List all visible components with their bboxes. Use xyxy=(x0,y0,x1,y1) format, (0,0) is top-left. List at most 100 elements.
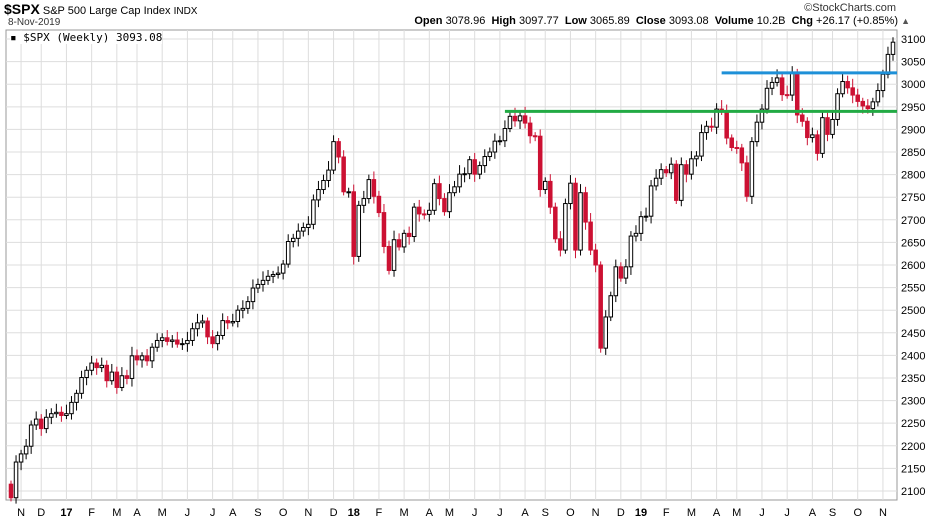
y-tick-label: 2300 xyxy=(901,396,925,408)
x-tick-label: N xyxy=(17,507,25,519)
candle-body xyxy=(235,309,241,322)
candle-body xyxy=(825,117,830,135)
candle-body xyxy=(860,100,866,107)
candle-body xyxy=(356,204,362,257)
candle-body xyxy=(406,232,412,238)
candle-body xyxy=(336,141,341,158)
candle-body xyxy=(467,159,472,175)
y-tick-label: 2100 xyxy=(901,486,925,498)
x-tick-label: J xyxy=(210,507,216,519)
candle-body xyxy=(573,182,578,251)
legend-label: $SPX (Weekly) 3093.08 xyxy=(23,31,163,44)
candle-body xyxy=(840,81,845,95)
y-tick-label: 2500 xyxy=(901,305,925,317)
candle-body xyxy=(200,320,205,324)
x-tick-label: A xyxy=(713,507,721,519)
chart-header: $SPX S&P 500 Large Cap Index INDX xyxy=(4,1,197,17)
candle-body xyxy=(149,346,155,362)
candle-body xyxy=(744,162,750,197)
candle-body xyxy=(679,164,684,201)
candle-body xyxy=(215,335,220,345)
candle-body xyxy=(326,169,331,181)
x-tick-label: J xyxy=(784,507,790,519)
candle-body xyxy=(164,337,170,342)
candle-body xyxy=(774,77,780,83)
candle-body xyxy=(195,322,200,330)
candle-body xyxy=(427,209,432,215)
candle-body xyxy=(739,147,745,164)
candle-body xyxy=(260,279,266,285)
candle-body xyxy=(64,413,69,416)
candle-body xyxy=(603,316,608,349)
y-tick-label: 2550 xyxy=(901,283,925,295)
candle-body xyxy=(502,128,508,142)
y-tick-label: 2600 xyxy=(901,260,925,272)
chg-label: Chg xyxy=(791,15,813,27)
candle-body xyxy=(694,155,699,160)
x-tick-label: M xyxy=(158,507,167,519)
x-tick-label: O xyxy=(853,507,862,519)
candle-body xyxy=(154,339,160,348)
candle-body xyxy=(119,375,125,388)
candle-body xyxy=(366,179,372,200)
candle-body xyxy=(54,411,59,415)
candle-body xyxy=(175,339,180,345)
ohlc-readout: Open 3078.96 High 3097.77 Low 3065.89 Cl… xyxy=(414,15,898,27)
candle-body xyxy=(33,418,39,426)
candle-body xyxy=(129,355,135,379)
candle-body xyxy=(477,165,482,175)
x-tick-label: D xyxy=(617,507,625,519)
candle-body xyxy=(628,235,634,268)
x-tick-label: A xyxy=(133,507,141,519)
candle-body xyxy=(855,94,860,102)
candle-body xyxy=(306,223,311,228)
candle-body xyxy=(527,122,533,137)
candle-body xyxy=(674,163,679,201)
candle-body xyxy=(532,135,538,138)
candle-body xyxy=(437,183,442,200)
candle-body xyxy=(578,192,583,251)
y-tick-label: 2800 xyxy=(901,170,925,182)
candle-body xyxy=(371,179,377,197)
y-tick-label: 2900 xyxy=(901,124,925,136)
x-tick-label: S xyxy=(829,507,836,519)
candle-body xyxy=(563,203,568,251)
low-value: 3065.89 xyxy=(589,15,630,27)
candle-body xyxy=(613,266,619,297)
candle-body xyxy=(835,93,840,120)
open-value: 3078.96 xyxy=(445,15,486,27)
candle-body xyxy=(789,71,795,96)
candle-body xyxy=(447,192,452,213)
candle-body xyxy=(316,189,321,201)
candle-body xyxy=(18,453,24,463)
candle-body xyxy=(663,169,669,174)
candle-body xyxy=(250,287,256,303)
candle-body xyxy=(391,239,397,271)
candle-body xyxy=(850,87,855,96)
candle-body xyxy=(865,105,871,110)
candle-body xyxy=(689,158,694,175)
candle-body xyxy=(84,369,89,379)
candle-body xyxy=(270,273,276,277)
x-tick-label: J xyxy=(497,507,503,519)
candle-body xyxy=(653,177,659,187)
x-tick-label: 17 xyxy=(60,507,72,519)
candle-body xyxy=(114,371,120,388)
candle-body xyxy=(845,81,850,89)
candle-body xyxy=(890,41,896,55)
x-tick-label: A xyxy=(426,507,434,519)
candle-body xyxy=(870,101,876,110)
candle-body xyxy=(381,212,387,247)
candle-body xyxy=(205,320,210,338)
candle-body xyxy=(376,195,382,214)
up-triangle-icon: ▲ xyxy=(901,16,910,26)
candle-body xyxy=(255,283,261,289)
candle-body xyxy=(28,424,34,447)
candle-body xyxy=(885,53,891,75)
x-tick-label: 19 xyxy=(635,507,647,519)
candle-body xyxy=(522,115,528,124)
candle-body xyxy=(537,135,543,191)
candle-body xyxy=(159,337,165,341)
x-tick-label: F xyxy=(88,507,95,519)
